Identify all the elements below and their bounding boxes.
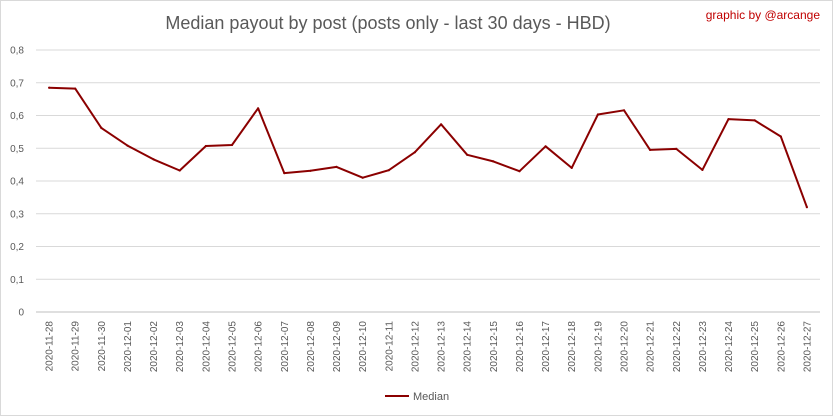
data-point: [283, 172, 286, 175]
x-tick-label: 2020-12-03: [175, 321, 186, 373]
x-tick-label: 2020-12-02: [149, 321, 160, 373]
x-tick-label: 2020-12-09: [332, 321, 343, 373]
data-point: [727, 118, 730, 121]
x-tick-label: 2020-12-13: [437, 321, 448, 373]
data-point: [204, 144, 207, 148]
data-point: [257, 107, 260, 110]
data-point: [309, 169, 312, 172]
data-point: [100, 126, 103, 129]
y-tick-label: 0: [18, 308, 24, 319]
x-tick-label: 2020-12-01: [123, 321, 134, 373]
x-tick-label: 2020-12-25: [750, 321, 761, 373]
y-axis-ticks: 0 0,1 0,2 0,3 0,4 0,5 0,6 0,7 0,8: [10, 46, 24, 319]
data-point: [126, 144, 129, 147]
legend-label: Median: [413, 391, 449, 403]
data-point: [48, 86, 51, 89]
x-tick-label: 2020-12-24: [724, 321, 735, 373]
data-point: [466, 153, 469, 156]
x-tick-label: 2020-11-28: [45, 321, 56, 372]
x-tick-label: 2020-12-22: [672, 321, 683, 373]
data-point: [335, 165, 338, 168]
data-point: [178, 169, 181, 172]
data-point: [649, 148, 652, 151]
y-tick-label: 0,1: [10, 275, 24, 286]
data-point: [570, 166, 573, 169]
y-tick-label: 0,5: [10, 144, 24, 155]
data-point: [805, 206, 809, 209]
y-tick-label: 0,3: [10, 209, 24, 220]
x-tick-label: 2020-12-23: [698, 321, 709, 373]
x-tick-label: 2020-12-12: [410, 321, 421, 373]
x-tick-label: 2020-12-10: [358, 321, 369, 373]
x-tick-label: 2020-12-07: [280, 321, 291, 373]
data-point: [622, 109, 626, 112]
x-tick-label: 2020-12-11: [384, 321, 395, 372]
data-point: [74, 87, 77, 90]
x-tick-label: 2020-12-21: [646, 321, 657, 373]
y-tick-label: 0,8: [10, 46, 24, 57]
x-tick-label: 2020-12-26: [776, 321, 787, 373]
x-tick-label: 2020-12-17: [541, 321, 552, 373]
x-tick-label: 2020-12-19: [593, 321, 604, 373]
y-tick-label: 0,6: [10, 111, 24, 122]
series-median: [48, 86, 809, 209]
x-tick-label: 2020-12-16: [515, 321, 526, 373]
x-tick-label: 2020-12-27: [802, 321, 813, 373]
y-tick-label: 0,2: [10, 242, 24, 253]
data-point: [492, 160, 495, 163]
x-tick-label: 2020-12-08: [306, 321, 317, 373]
data-point: [701, 168, 704, 171]
x-tick-label: 2020-12-15: [489, 321, 500, 373]
chart-credit: graphic by @arcange: [706, 8, 821, 22]
data-point: [596, 113, 600, 116]
data-point: [440, 123, 443, 126]
x-tick-label: 2020-11-29: [71, 321, 82, 372]
data-point: [387, 169, 390, 172]
data-point: [152, 158, 155, 161]
y-tick-label: 0,7: [10, 78, 24, 89]
legend: Median: [385, 391, 449, 403]
x-tick-label: 2020-12-06: [254, 321, 265, 373]
x-tick-label: 2020-12-04: [201, 321, 212, 373]
chart-title: Median payout by post (posts only - last…: [165, 13, 610, 33]
data-point: [518, 170, 521, 173]
x-axis-ticks: 2020-11-28 2020-11-29 2020-11-30 2020-12-01…: [45, 321, 814, 373]
x-tick-label: 2020-12-14: [463, 321, 474, 373]
data-point: [753, 119, 756, 122]
x-tick-label: 2020-12-20: [620, 321, 631, 373]
data-point: [230, 143, 234, 147]
data-point: [361, 176, 364, 179]
data-point: [544, 145, 547, 148]
x-tick-label: 2020-11-30: [97, 321, 108, 372]
x-tick-label: 2020-12-18: [567, 321, 578, 373]
y-tick-label: 0,4: [10, 177, 24, 188]
x-tick-label: 2020-12-05: [228, 321, 239, 373]
series-line: [49, 86, 808, 208]
data-point: [779, 135, 782, 138]
gridlines: [36, 49, 820, 313]
data-point: [413, 151, 416, 154]
data-point: [675, 147, 678, 150]
